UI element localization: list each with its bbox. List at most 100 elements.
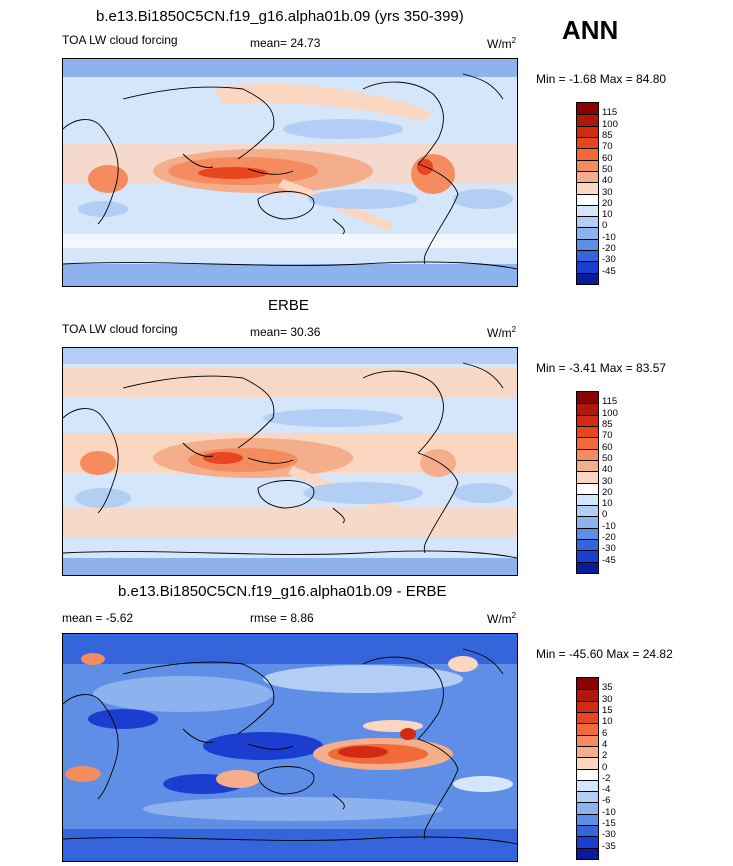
colorbar-swatch <box>577 813 598 826</box>
colorbar-tick-label: 2 <box>602 750 608 762</box>
colorbar-tick-label: 0 <box>602 509 608 521</box>
colorbar-swatch <box>577 779 598 792</box>
colorbar-swatch <box>577 193 598 205</box>
obs-map <box>62 347 518 576</box>
colorbar-tick-label: 10 <box>602 209 613 221</box>
colorbar-tick-label: -35 <box>602 840 616 852</box>
colorbar-swatch <box>577 392 598 404</box>
colorbar-swatch <box>577 711 598 724</box>
model-variable-label: TOA LW cloud forcing <box>62 33 178 47</box>
colorbar-tick-label: -30 <box>602 543 616 555</box>
colorbar-swatch <box>577 802 598 814</box>
colorbar-swatch <box>577 493 598 506</box>
colorbar-swatch <box>577 459 598 472</box>
colorbar-tick-label: -10 <box>602 231 616 243</box>
colorbar-swatch <box>577 148 598 160</box>
colorbar-tick-label: -45 <box>602 554 616 566</box>
colorbar-tick-label: -30 <box>602 254 616 266</box>
colorbar-swatch <box>577 734 598 746</box>
colorbar-swatch <box>577 689 598 701</box>
colorbar-tick-label: 70 <box>602 141 613 153</box>
colorbar-tick-label: -6 <box>602 795 611 807</box>
diff-panel-title: b.e13.Bi1850C5CN.f19_g16.alpha01b.09 - E… <box>118 583 447 600</box>
model-colorbar <box>576 102 599 285</box>
colorbar-tick-label: -4 <box>602 784 611 796</box>
colorbar-tick-label: -20 <box>602 243 616 255</box>
colorbar-tick-label: 70 <box>602 430 613 442</box>
diff-minmax: Min = -45.60 Max = 24.82 <box>536 647 673 661</box>
diff-rmse-label: rmse = <box>250 611 288 625</box>
colorbar-tick-label: 40 <box>602 175 613 187</box>
colorbar-swatch <box>577 791 598 803</box>
colorbar-tick-label: 85 <box>602 418 613 430</box>
colorbar-tick-label: 20 <box>602 486 613 498</box>
diff-rmse-value: 8.86 <box>290 611 314 625</box>
colorbar-swatch <box>577 437 598 449</box>
diff-map <box>62 633 518 862</box>
colorbar-swatch <box>577 482 598 494</box>
colorbar-tick-label: 15 <box>602 704 613 716</box>
obs-mean: mean= 30.36 <box>250 325 320 339</box>
colorbar-tick-label: -2 <box>602 772 611 784</box>
colorbar-tick-label: -30 <box>602 829 616 841</box>
colorbar-swatch <box>577 125 598 137</box>
colorbar-tick-label: 20 <box>602 197 613 209</box>
colorbar-swatch <box>577 272 598 284</box>
model-map <box>62 58 518 287</box>
colorbar-swatch <box>577 700 598 712</box>
diff-colorbar <box>576 677 599 860</box>
colorbar-swatch <box>577 745 598 758</box>
diff-rmse: rmse = 8.86 <box>250 611 314 625</box>
colorbar-swatch <box>577 768 598 780</box>
colorbar-tick-label: 30 <box>602 693 613 705</box>
colorbar-swatch <box>577 204 598 217</box>
model-panel-title: b.e13.Bi1850C5CN.f19_g16.alpha01b.09 (yr… <box>96 8 464 25</box>
colorbar-tick-label: 115 <box>602 107 618 119</box>
colorbar-swatch <box>577 182 598 194</box>
colorbar-tick-label: 100 <box>602 118 618 130</box>
obs-mean-value: 30.36 <box>290 325 321 339</box>
colorbar-swatch <box>577 136 598 149</box>
colorbar-swatch <box>577 170 598 183</box>
colorbar-tick-label: -15 <box>602 818 616 830</box>
diff-mean-value: -5.62 <box>105 611 134 625</box>
colorbar-swatch <box>577 403 598 415</box>
obs-units: W/m2 <box>487 325 517 340</box>
colorbar-tick-label: 10 <box>602 498 613 510</box>
colorbar-swatch <box>577 825 598 837</box>
colorbar-swatch <box>577 448 598 460</box>
obs-panel-title: ERBE <box>268 297 309 314</box>
colorbar-tick-label: 10 <box>602 716 613 728</box>
model-units: W/m2 <box>487 36 517 51</box>
season-label: ANN <box>562 15 619 45</box>
model-mean-value: 24.73 <box>290 36 321 50</box>
colorbar-tick-label: 50 <box>602 163 613 175</box>
colorbar-tick-label: 60 <box>602 152 613 164</box>
colorbar-swatch <box>577 527 598 540</box>
colorbar-tick-label: 0 <box>602 761 608 773</box>
colorbar-tick-label: 6 <box>602 727 608 739</box>
obs-colorbar <box>576 391 599 574</box>
colorbar-swatch <box>577 227 598 239</box>
colorbar-tick-label: 35 <box>602 682 613 694</box>
colorbar-tick-label: 115 <box>602 396 618 408</box>
obs-mean-label: mean= <box>250 325 288 339</box>
colorbar-tick-label: 40 <box>602 464 613 476</box>
model-mean: mean= 24.73 <box>250 36 320 50</box>
colorbar-swatch <box>577 250 598 262</box>
colorbar-swatch <box>577 757 598 769</box>
obs-variable-label: TOA LW cloud forcing <box>62 322 178 336</box>
diff-mean: mean = -5.62 <box>62 611 133 625</box>
colorbar-swatch <box>577 114 598 126</box>
colorbar-swatch <box>577 516 598 528</box>
colorbar-swatch <box>577 159 598 171</box>
colorbar-swatch <box>577 414 598 426</box>
model-minmax: Min = -1.68 Max = 84.80 <box>536 72 667 86</box>
colorbar-swatch <box>577 103 598 115</box>
colorbar-swatch <box>577 539 598 551</box>
colorbar-swatch <box>577 261 598 273</box>
colorbar-tick-label: -10 <box>602 520 616 532</box>
diff-units: W/m2 <box>487 611 517 626</box>
colorbar-tick-label: 30 <box>602 475 613 487</box>
colorbar-tick-label: 85 <box>602 129 613 141</box>
